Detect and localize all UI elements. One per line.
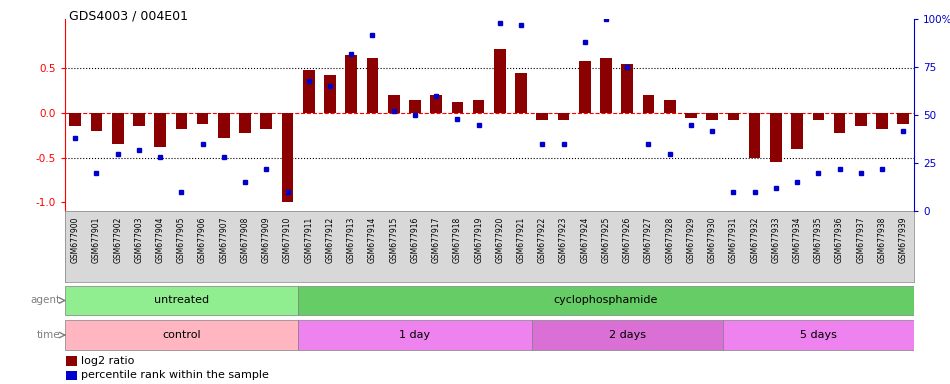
Bar (621, 64, 633, 113)
Text: untreated: untreated (154, 295, 209, 306)
Text: GSM677921: GSM677921 (517, 217, 525, 263)
Text: GSM677920: GSM677920 (495, 217, 504, 263)
Text: time: time (37, 330, 61, 340)
Bar (579, 61, 591, 113)
Bar (473, 99, 485, 113)
Bar (282, 113, 294, 202)
Bar (66, 356, 77, 366)
Bar (723, 320, 914, 350)
Text: GSM677924: GSM677924 (580, 217, 589, 263)
Text: GSM677905: GSM677905 (177, 217, 186, 263)
Bar (728, 113, 739, 120)
Bar (298, 320, 532, 350)
Text: GSM677937: GSM677937 (856, 217, 865, 263)
Text: agent: agent (30, 295, 61, 306)
Text: GSM677917: GSM677917 (431, 217, 441, 263)
Text: GSM677934: GSM677934 (792, 217, 802, 263)
Text: percentile rank within the sample: percentile rank within the sample (81, 371, 269, 381)
Text: 5 days: 5 days (800, 330, 837, 340)
Text: GSM677903: GSM677903 (134, 217, 143, 263)
Text: GSM677922: GSM677922 (538, 217, 547, 263)
Bar (367, 58, 378, 113)
Bar (855, 113, 866, 126)
Bar (324, 76, 336, 113)
Bar (176, 113, 187, 129)
Text: GSM677907: GSM677907 (219, 217, 228, 263)
Text: GSM677929: GSM677929 (687, 217, 695, 263)
Bar (812, 113, 825, 120)
Bar (707, 113, 718, 120)
Text: GSM677935: GSM677935 (814, 217, 823, 263)
Text: GSM677926: GSM677926 (623, 217, 632, 263)
Text: GSM677939: GSM677939 (899, 217, 908, 263)
Text: GSM677910: GSM677910 (283, 217, 292, 263)
Bar (749, 113, 761, 157)
Bar (303, 70, 314, 113)
Bar (154, 113, 166, 147)
Bar (451, 102, 464, 113)
Text: GSM677908: GSM677908 (240, 217, 250, 263)
Bar (409, 99, 421, 113)
Text: control: control (162, 330, 200, 340)
Bar (664, 99, 675, 113)
Bar (65, 320, 298, 350)
Text: GSM677902: GSM677902 (113, 217, 123, 263)
Bar (430, 95, 442, 113)
Text: GDS4003 / 004E01: GDS4003 / 004E01 (69, 10, 188, 23)
Text: GSM677909: GSM677909 (262, 217, 271, 263)
Text: GSM677919: GSM677919 (474, 217, 484, 263)
Text: GSM677916: GSM677916 (410, 217, 420, 263)
Bar (65, 286, 298, 315)
Text: GSM677932: GSM677932 (750, 217, 759, 263)
Bar (260, 113, 272, 129)
Bar (532, 320, 723, 350)
Text: GSM677930: GSM677930 (708, 217, 716, 263)
Bar (197, 113, 208, 124)
Text: cyclophosphamide: cyclophosphamide (554, 295, 658, 306)
Text: GSM677936: GSM677936 (835, 217, 845, 263)
Text: GSM677912: GSM677912 (326, 217, 334, 263)
Text: GSM677923: GSM677923 (559, 217, 568, 263)
Bar (515, 73, 527, 113)
Text: 1 day: 1 day (399, 330, 430, 340)
Bar (90, 113, 103, 131)
Bar (642, 95, 655, 113)
Text: GSM677918: GSM677918 (453, 217, 462, 263)
Text: GSM677904: GSM677904 (156, 217, 164, 263)
Bar (112, 113, 124, 144)
Text: GSM677928: GSM677928 (665, 217, 674, 263)
Bar (685, 113, 696, 118)
Bar (133, 113, 144, 126)
Bar (346, 55, 357, 113)
Bar (791, 113, 803, 149)
Bar (898, 113, 909, 124)
Text: GSM677927: GSM677927 (644, 217, 653, 263)
Bar (69, 113, 81, 126)
Text: GSM677938: GSM677938 (878, 217, 886, 263)
Bar (876, 113, 888, 129)
Bar (600, 58, 612, 113)
Text: log2 ratio: log2 ratio (81, 356, 134, 366)
Text: GSM677915: GSM677915 (390, 217, 398, 263)
Text: GSM677911: GSM677911 (304, 217, 314, 263)
Bar (298, 286, 914, 315)
Bar (66, 371, 77, 380)
Bar (388, 95, 400, 113)
Text: 2 days: 2 days (609, 330, 646, 340)
Text: GSM677901: GSM677901 (92, 217, 101, 263)
Text: GSM677914: GSM677914 (368, 217, 377, 263)
Text: GSM677906: GSM677906 (199, 217, 207, 263)
Text: GSM677913: GSM677913 (347, 217, 355, 263)
Bar (834, 113, 846, 132)
Bar (494, 49, 505, 113)
Bar (558, 113, 569, 120)
Bar (770, 113, 782, 162)
Text: GSM677933: GSM677933 (771, 217, 780, 263)
Text: GSM677900: GSM677900 (70, 217, 80, 263)
Bar (239, 113, 251, 132)
Text: GSM677931: GSM677931 (729, 217, 738, 263)
Bar (218, 113, 230, 138)
Text: GSM677925: GSM677925 (601, 217, 611, 263)
Bar (537, 113, 548, 120)
